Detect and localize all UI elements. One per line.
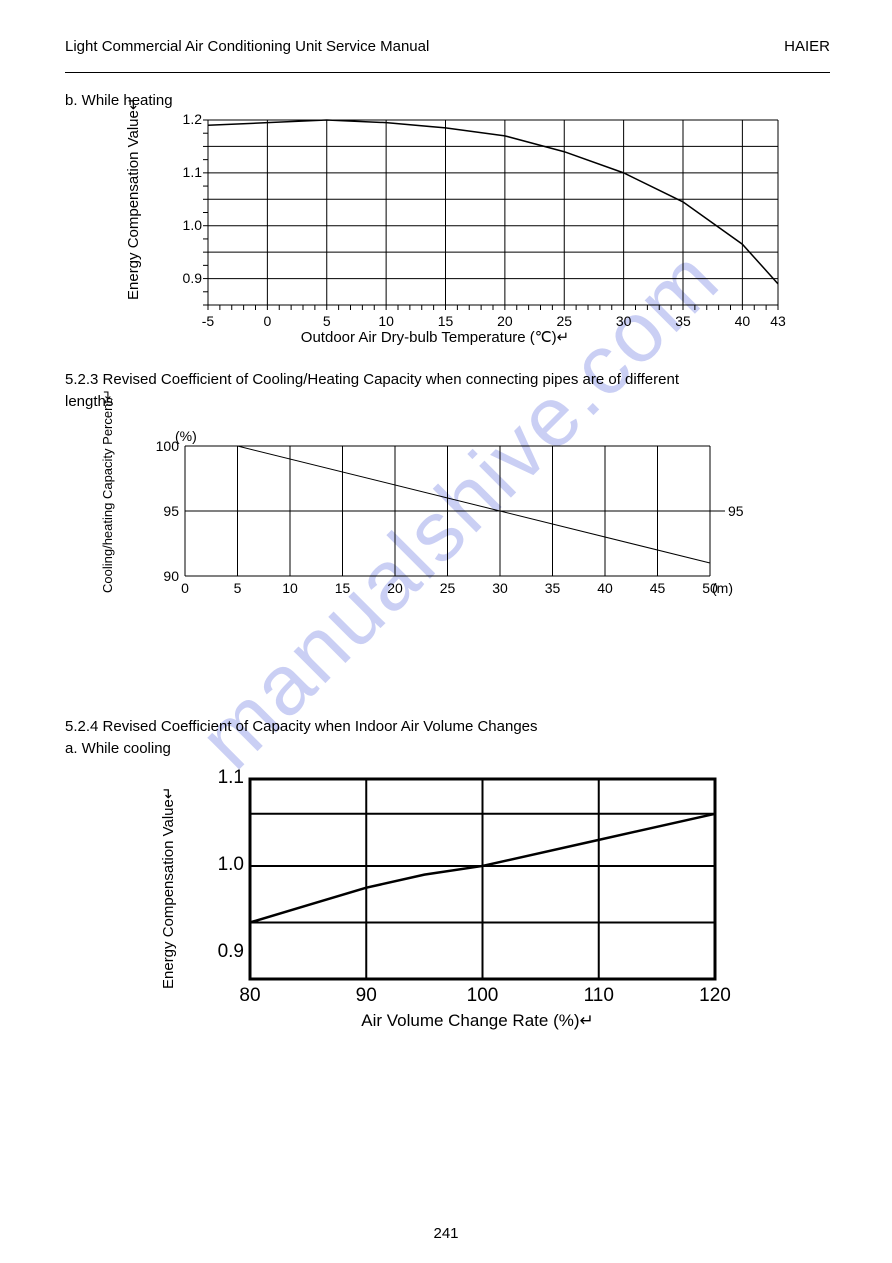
chart-3-xtick: 110 <box>574 985 624 1007</box>
chart-2-xtick: 5 <box>223 580 253 596</box>
chart-1-xtick: 15 <box>428 313 464 329</box>
chart-2-ytick: 95 <box>147 503 179 519</box>
chart-1-xtick: 25 <box>546 313 582 329</box>
chart-1-xtick: 30 <box>606 313 642 329</box>
chart-2: Cooling/heating Capacity Percent↵ 051015… <box>100 428 820 628</box>
section-heading-2a: 5.2.3 Revised Coefficient of Cooling/Hea… <box>65 371 679 388</box>
chart-3-xtick: 100 <box>458 985 508 1007</box>
chart-3-xtick: 90 <box>341 985 391 1007</box>
chart-1-plot <box>150 115 790 330</box>
chart-1-xtick: 0 <box>249 313 285 329</box>
chart-2-ylabel: Cooling/heating Capacity Percent↵ <box>100 418 115 593</box>
chart-1: Energy Compensation Value↵ -5 0 5 10 15 20 25 3… <box>125 115 785 375</box>
section-heading-3: 5.2.4 Revised Coefficient of Capacity wh… <box>65 718 538 735</box>
chart-1-xtick: -5 <box>190 313 226 329</box>
page-number: 241 <box>0 1225 892 1242</box>
chart-1-ylabel: Energy Compensation Value↵ <box>125 115 143 300</box>
chart-1-ytick: 0.9 <box>168 270 202 286</box>
chart-3-plot <box>190 769 750 999</box>
section-subheading-3: a. While cooling <box>65 740 171 757</box>
chart-2-xtick: 35 <box>538 580 568 596</box>
page: Light Commercial Air Conditioning Unit S… <box>0 0 892 1263</box>
section-heading-1: b. While heating <box>65 92 173 109</box>
chart-1-xtick: 5 <box>309 313 345 329</box>
chart-3-ytick: 1.1 <box>202 767 244 789</box>
chart-1-xtick: 35 <box>665 313 701 329</box>
chart-3-ytick: 0.9 <box>202 941 244 963</box>
chart-1-xtick: 20 <box>487 313 523 329</box>
chart-3-xtick: 80 <box>225 985 275 1007</box>
chart-1-ytick: 1.1 <box>168 164 202 180</box>
chart-3: Energy Compensation Value↵ 80 90 100 110 120… <box>160 769 780 1069</box>
chart-2-plot <box>130 428 770 588</box>
chart-2-xtick: 20 <box>380 580 410 596</box>
chart-1-ytick: 1.2 <box>168 111 202 127</box>
header-title: Light Commercial Air Conditioning Unit S… <box>65 38 429 56</box>
chart-3-ylabel: Energy Compensation Value↵ <box>160 769 178 989</box>
chart-2-xtick: 15 <box>328 580 358 596</box>
chart-2-xunit: (m) <box>712 580 733 596</box>
chart-1-xlabel: Outdoor Air Dry-bulb Temperature (℃)↵ <box>150 328 720 346</box>
header-rule <box>65 72 830 73</box>
chart-2-ytick: 90 <box>147 568 179 584</box>
chart-2-xtick: 30 <box>485 580 515 596</box>
chart-2-right-tick: 95 <box>728 503 744 519</box>
chart-1-xtick: 40 <box>724 313 760 329</box>
chart-2-ytick: 100 <box>147 438 179 454</box>
chart-1-ytick: 1.0 <box>168 217 202 233</box>
header-brand: HAIER <box>784 38 830 56</box>
page-header: Light Commercial Air Conditioning Unit S… <box>65 38 830 56</box>
chart-3-xtick: 120 <box>690 985 740 1007</box>
chart-1-xtick: 43 <box>760 313 796 329</box>
chart-3-ytick: 1.0 <box>202 854 244 876</box>
chart-3-xlabel: Air Volume Change Rate (%)↵ <box>245 1011 710 1031</box>
chart-2-xtick: 40 <box>590 580 620 596</box>
chart-1-xtick: 10 <box>368 313 404 329</box>
chart-2-xtick: 10 <box>275 580 305 596</box>
chart-2-xtick: 45 <box>643 580 673 596</box>
chart-2-xtick: 25 <box>433 580 463 596</box>
